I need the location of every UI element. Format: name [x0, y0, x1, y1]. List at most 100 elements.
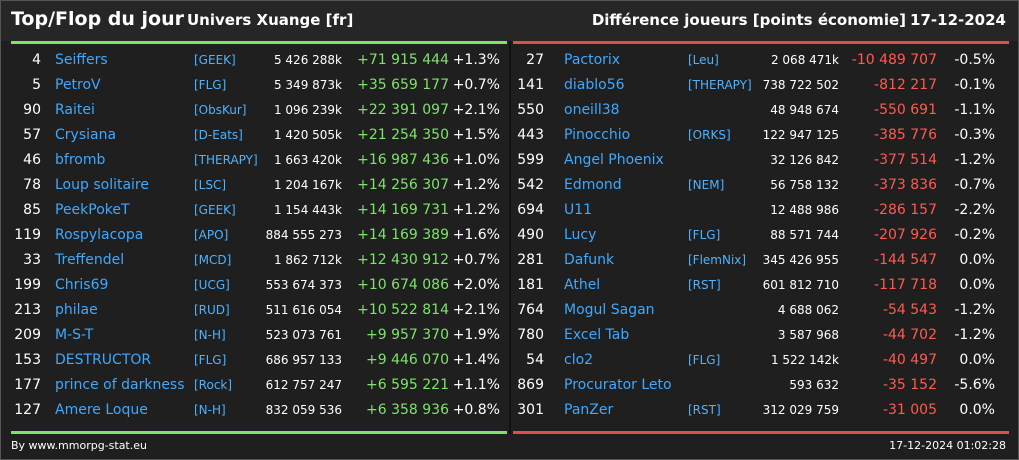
player-name-link[interactable]: Athel	[564, 277, 601, 293]
player-name-link[interactable]: bfromb	[55, 152, 106, 168]
alliance-tag[interactable]: [ObsKur]	[194, 103, 247, 117]
score-difference: +10 522 814	[357, 302, 449, 318]
alliance-tag[interactable]: [N-H]	[194, 328, 226, 342]
score-difference: -44 702	[882, 327, 937, 343]
alliance-tag[interactable]: [THERAPY]	[688, 78, 752, 92]
player-rank: 54	[526, 352, 544, 368]
alliance-tag[interactable]: [N-H]	[194, 403, 226, 417]
page-title: Top/Flop du jour	[11, 8, 184, 30]
alliance-tag[interactable]: [GEEK]	[194, 53, 236, 67]
player-rank: 199	[14, 277, 41, 293]
source-link[interactable]: By www.mmorpg-stat.eu	[11, 439, 147, 452]
player-name-link[interactable]: prince of darkness	[55, 377, 185, 393]
player-score: 4 688 062	[777, 303, 839, 317]
player-name-link[interactable]: U11	[564, 202, 593, 218]
player-name-link[interactable]: PanZer	[564, 402, 614, 418]
player-name-link[interactable]: Pinocchio	[564, 127, 631, 143]
percent-change: -1.2%	[954, 152, 995, 168]
player-name-link[interactable]: PeekPokeT	[55, 202, 130, 218]
player-name-link[interactable]: Dafunk	[564, 252, 615, 268]
alliance-tag[interactable]: [MCD]	[194, 253, 232, 267]
alliance-tag[interactable]: [RUD]	[194, 303, 230, 317]
player-name-link[interactable]: Excel Tab	[564, 327, 630, 343]
alliance-tag[interactable]: [UCG]	[194, 278, 230, 292]
player-name-link[interactable]: Procurator Leto	[564, 377, 672, 393]
top-row: 46 bfromb [THERAPY] 1 663 420k +16 987 436 +1…	[1, 148, 500, 173]
player-name-link[interactable]: Seiffers	[55, 52, 108, 68]
percent-change: +1.3%	[452, 52, 500, 68]
player-name-link[interactable]: M-S-T	[55, 327, 94, 343]
alliance-tag[interactable]: [FLG]	[688, 353, 721, 367]
player-score: 1 420 505k	[273, 128, 342, 142]
percent-change: +1.2%	[452, 202, 500, 218]
alliance-tag[interactable]: [THERAPY]	[194, 153, 258, 167]
alliance-tag[interactable]: [RST]	[688, 403, 721, 417]
player-name-link[interactable]: Chris69	[55, 277, 109, 293]
player-score: 48 948 674	[770, 103, 839, 117]
player-rank: 5	[32, 77, 41, 93]
player-name-link[interactable]: diablo56	[564, 77, 625, 93]
player-name-link[interactable]: philae	[55, 302, 98, 318]
player-rank: 177	[14, 377, 41, 393]
flop-row: 181 Athel [RST] 601 812 710 -117 718 0.0%	[511, 273, 1007, 298]
player-score: 56 758 132	[770, 178, 839, 192]
player-rank: 301	[517, 402, 544, 418]
player-rank: 599	[517, 152, 544, 168]
player-name-link[interactable]: Loup solitaire	[55, 177, 149, 193]
flop-section-bar-bottom	[513, 431, 1009, 434]
alliance-tag[interactable]: [ORKS]	[688, 128, 731, 142]
flop-row: 443 Pinocchio [ORKS] 122 947 125 -385 776 -0.…	[511, 123, 1007, 148]
player-score: 1 204 167k	[273, 178, 342, 192]
score-difference: -812 217	[874, 77, 937, 93]
alliance-tag[interactable]: [RST]	[688, 278, 721, 292]
player-score: 523 073 761	[265, 328, 342, 342]
player-score: 88 571 744	[770, 228, 839, 242]
top-row: 213 philae [RUD] 511 616 054 +10 522 814 +2.1…	[1, 298, 500, 323]
player-name-link[interactable]: Rospylacopa	[55, 227, 144, 243]
player-score: 345 426 955	[762, 253, 839, 267]
player-name-link[interactable]: DESTRUCTOR	[55, 352, 152, 368]
player-name-link[interactable]: clo2	[564, 352, 594, 368]
player-score: 5 349 873k	[273, 78, 342, 92]
score-difference: +12 430 912	[357, 252, 449, 268]
player-score: 511 616 054	[265, 303, 342, 317]
player-name-link[interactable]: Angel Phoenix	[564, 152, 664, 168]
alliance-tag[interactable]: [Leu]	[688, 53, 719, 67]
player-score: 884 555 273	[265, 228, 342, 242]
player-name-link[interactable]: Treffendel	[55, 252, 125, 268]
alliance-tag[interactable]: [NEM]	[688, 178, 725, 192]
player-rank: 46	[23, 152, 41, 168]
player-name-link[interactable]: oneill38	[564, 102, 620, 118]
player-name-link[interactable]: PetroV	[55, 77, 101, 93]
player-rank: 490	[517, 227, 544, 243]
footer-timestamp: 17-12-2024 01:02:28	[889, 439, 1006, 452]
alliance-tag[interactable]: [FLG]	[194, 78, 227, 92]
player-score: 1 522 142k	[770, 353, 839, 367]
player-name-link[interactable]: Lucy	[564, 227, 597, 243]
alliance-tag[interactable]: [GEEK]	[194, 203, 236, 217]
alliance-tag[interactable]: [FlemNix]	[688, 253, 747, 267]
alliance-tag[interactable]: [FLG]	[194, 353, 227, 367]
player-name-link[interactable]: Edmond	[564, 177, 622, 193]
alliance-tag[interactable]: [D-Eats]	[194, 128, 243, 142]
player-score: 2 068 471k	[770, 53, 839, 67]
alliance-tag[interactable]: [Rock]	[194, 378, 233, 392]
alliance-tag[interactable]: [APO]	[194, 228, 229, 242]
percent-change: +1.1%	[452, 377, 500, 393]
alliance-tag[interactable]: [FLG]	[688, 228, 721, 242]
player-rank: 764	[517, 302, 544, 318]
score-difference: +10 674 086	[357, 277, 449, 293]
top-row: 4 Seiffers [GEEK] 5 426 288k +71 915 444 +1.3…	[1, 48, 500, 73]
player-name-link[interactable]: Amere Loque	[55, 402, 148, 418]
player-name-link[interactable]: Raitei	[55, 102, 95, 118]
alliance-tag[interactable]: [LSC]	[194, 178, 227, 192]
player-name-link[interactable]: Crysiana	[55, 127, 117, 143]
player-name-link[interactable]: Mogul Sagan	[564, 302, 655, 318]
player-name-link[interactable]: Pactorix	[564, 52, 621, 68]
player-score: 122 947 125	[762, 128, 839, 142]
player-rank: 127	[14, 402, 41, 418]
percent-change: -0.7%	[954, 177, 995, 193]
percent-change: +2.1%	[452, 302, 500, 318]
score-difference: +9 446 070	[366, 352, 449, 368]
player-score: 738 722 502	[762, 78, 839, 92]
